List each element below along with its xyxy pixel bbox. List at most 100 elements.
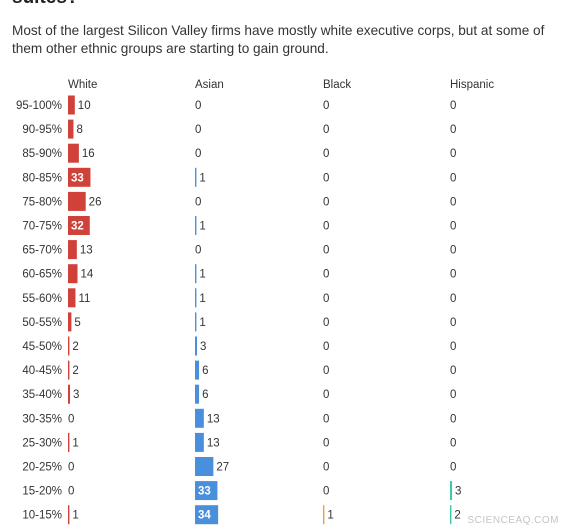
bar-hispanic-10-15 [450, 505, 452, 525]
bar-white-10-15 [68, 505, 70, 525]
bar-asian-20-25 [195, 457, 214, 476]
data-label-hispanic-60-65: 0 [450, 269, 456, 281]
data-label-white-70-75: 32 [71, 221, 84, 233]
bar-white-70-75 [68, 216, 90, 235]
bar-asian-50-55 [195, 312, 197, 332]
data-label-black-45-50: 0 [323, 341, 329, 353]
data-label-asian-55-60: 1 [199, 293, 205, 305]
tick-label-70-75: 70-75% [22, 221, 62, 233]
data-label-hispanic-80-85: 0 [450, 172, 456, 184]
data-label-hispanic-25-30: 0 [450, 437, 456, 449]
tick-label-35-40: 35-40% [22, 389, 62, 401]
data-label-asian-60-65: 1 [199, 269, 205, 281]
legend-hispanic: Hispanic [450, 79, 494, 91]
data-label-hispanic-90-95: 0 [450, 124, 456, 136]
bar-white-75-80 [68, 191, 86, 211]
bar-white-65-70 [68, 240, 77, 260]
bar-asian-25-30 [195, 432, 204, 452]
data-label-asian-10-15: 34 [198, 510, 211, 522]
data-label-hispanic-15-20: 3 [455, 486, 461, 498]
data-label-hispanic-75-80: 0 [450, 196, 456, 208]
legend-white: White [68, 79, 97, 91]
data-label-white-30-35: 0 [68, 413, 74, 425]
data-label-white-85-90: 16 [82, 148, 95, 160]
tick-label-30-35: 30-35% [22, 413, 62, 425]
data-label-white-95-100: 10 [78, 100, 91, 112]
bar-asian-15-20 [195, 481, 218, 501]
tick-label-80-85: 80-85% [22, 172, 62, 184]
data-label-white-60-65: 14 [81, 269, 94, 281]
data-label-hispanic-35-40: 0 [450, 389, 456, 401]
bar-white-35-40 [68, 384, 71, 404]
data-label-black-85-90: 0 [323, 148, 329, 160]
bar-white-90-95 [68, 119, 74, 139]
bar-asian-40-45 [195, 360, 200, 380]
data-label-black-55-60: 0 [323, 293, 329, 305]
data-label-white-20-25: 0 [68, 462, 74, 474]
chart-subtitle: Most of the largest Silicon Valley firms… [12, 23, 545, 56]
bar-asian-60-65 [195, 264, 197, 284]
data-label-hispanic-85-90: 0 [450, 148, 456, 160]
data-label-white-90-95: 8 [76, 124, 82, 136]
tick-label-10-15: 10-15% [22, 510, 62, 522]
tick-label-60-65: 60-65% [22, 269, 62, 281]
data-label-black-70-75: 0 [323, 221, 329, 233]
bar-white-45-50 [68, 336, 70, 356]
data-label-hispanic-65-70: 0 [450, 245, 456, 257]
tick-label-25-30: 25-30% [22, 437, 62, 449]
data-label-asian-25-30: 13 [207, 437, 220, 449]
tick-label-75-80: 75-80% [22, 196, 62, 208]
data-label-white-15-20: 0 [68, 486, 74, 498]
data-label-asian-35-40: 6 [202, 389, 208, 401]
bar-white-40-45 [68, 360, 70, 380]
data-label-black-95-100: 0 [323, 100, 329, 112]
data-label-asian-95-100: 0 [195, 100, 201, 112]
data-label-hispanic-50-55: 0 [450, 317, 456, 329]
data-label-asian-20-25: 27 [216, 462, 229, 474]
bar-white-50-55 [68, 312, 72, 332]
data-label-asian-75-80: 0 [195, 196, 201, 208]
data-label-black-60-65: 0 [323, 269, 329, 281]
bar-white-55-60 [68, 288, 76, 308]
watermark: SCIENCEAQ.COM [467, 515, 559, 526]
bar-black-10-15 [323, 505, 325, 525]
bar-asian-70-75 [195, 216, 197, 235]
data-label-black-30-35: 0 [323, 413, 329, 425]
data-label-asian-15-20: 33 [198, 486, 211, 498]
data-label-white-25-30: 1 [72, 437, 78, 449]
data-label-black-25-30: 0 [323, 437, 329, 449]
data-label-hispanic-40-45: 0 [450, 365, 456, 377]
data-label-asian-30-35: 13 [207, 413, 220, 425]
data-label-white-10-15: 1 [72, 510, 78, 522]
tick-label-95-100: 95-100% [16, 100, 62, 112]
tick-label-85-90: 85-90% [22, 148, 62, 160]
tick-label-20-25: 20-25% [22, 462, 62, 474]
data-label-black-90-95: 0 [323, 124, 329, 136]
data-label-asian-45-50: 3 [200, 341, 206, 353]
bar-asian-55-60 [195, 288, 197, 308]
data-label-black-10-15: 1 [327, 510, 333, 522]
bar-asian-35-40 [195, 384, 200, 404]
tick-label-45-50: 45-50% [22, 341, 62, 353]
bar-asian-80-85 [195, 167, 197, 187]
data-label-asian-90-95: 0 [195, 124, 201, 136]
tick-label-15-20: 15-20% [22, 486, 62, 498]
bar-asian-45-50 [195, 336, 198, 356]
chart-title: suites? [12, 0, 79, 9]
data-label-black-35-40: 0 [323, 389, 329, 401]
bar-white-25-30 [68, 432, 70, 452]
legend-black: Black [323, 79, 351, 91]
data-label-white-50-55: 5 [74, 317, 80, 329]
bar-asian-30-35 [195, 408, 204, 428]
bar-hispanic-15-20 [450, 481, 453, 501]
data-label-asian-65-70: 0 [195, 245, 201, 257]
data-label-white-55-60: 11 [78, 293, 90, 305]
data-label-black-20-25: 0 [323, 462, 329, 474]
data-label-hispanic-95-100: 0 [450, 100, 456, 112]
data-label-asian-85-90: 0 [195, 148, 201, 160]
data-label-black-50-55: 0 [323, 317, 329, 329]
bar-white-85-90 [68, 143, 79, 163]
bar-white-60-65 [68, 264, 78, 284]
data-label-white-35-40: 3 [73, 389, 79, 401]
